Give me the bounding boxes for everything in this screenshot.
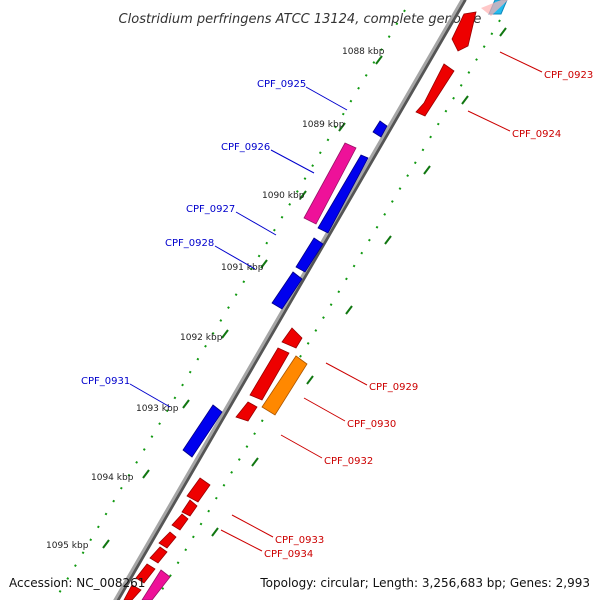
label-CPF_0923[interactable]: CPF_0923: [544, 70, 593, 81]
tick-1095: [102, 539, 110, 549]
connector-CPF_0929: [325, 362, 368, 386]
inner-tick: [384, 235, 392, 245]
tick-labels: 1088 kbp 1089 kbp 1090 kbp 1091 kbp 1092…: [46, 47, 385, 551]
label-CPF_0927[interactable]: CPF_0927: [186, 204, 235, 215]
gene-CPF_0929b[interactable]: [249, 347, 290, 401]
gene-red-small[interactable]: [149, 546, 168, 564]
tick-1089: [338, 122, 346, 132]
connector-CPF_0932: [280, 434, 323, 459]
label-CPF_0934[interactable]: CPF_0934: [264, 549, 313, 560]
inner-dotted-guide: [154, 19, 501, 600]
tick-1092: [221, 329, 229, 339]
kbp-label: 1089 kbp: [302, 120, 345, 130]
genes: [123, 0, 508, 600]
label-CPF_0931[interactable]: CPF_0931: [81, 376, 130, 387]
connector-CPF_0923: [499, 51, 543, 73]
gene-CPF_0932[interactable]: [235, 401, 258, 422]
label-CPF_0930[interactable]: CPF_0930: [347, 419, 396, 430]
tick-marks: [102, 27, 507, 549]
inner-tick: [461, 95, 469, 105]
gene-red-small[interactable]: [181, 499, 198, 517]
gene-CPF_0929[interactable]: [281, 327, 303, 349]
connector-CPF_0927: [235, 211, 277, 236]
outer-dotted-guide: [54, 9, 406, 600]
label-CPF_0929[interactable]: CPF_0929: [369, 382, 418, 393]
label-CPF_0932[interactable]: CPF_0932: [324, 456, 373, 467]
label-CPF_0933[interactable]: CPF_0933: [275, 535, 324, 546]
kbp-label: 1094 kbp: [91, 473, 134, 483]
connector-CPF_0925: [305, 86, 348, 111]
backbone-line: [113, 0, 464, 600]
kbp-label: 1088 kbp: [342, 47, 385, 57]
gene-CPF_0930[interactable]: [261, 355, 308, 416]
gene-red-small[interactable]: [135, 563, 156, 584]
inner-tick: [306, 375, 314, 385]
connector-CPF_0933: [231, 514, 274, 538]
inner-tick: [499, 27, 507, 37]
backbone: [113, 0, 467, 600]
gene-red-small[interactable]: [171, 513, 189, 531]
gene-red-small[interactable]: [123, 584, 142, 600]
inner-tick: [423, 165, 431, 175]
inner-tick: [345, 305, 353, 315]
gene-CPF_0928b[interactable]: [271, 271, 303, 310]
gene-CPF_0926[interactable]: [303, 142, 357, 225]
tick-1094: [142, 469, 150, 479]
label-CPF_0926[interactable]: CPF_0926: [221, 142, 270, 153]
accession-text: Accession: NC_008261: [9, 576, 145, 590]
connector-CPF_0924: [467, 110, 511, 132]
tick-1088: [375, 55, 383, 65]
tick-1091: [260, 259, 268, 269]
gene-magenta-bottom[interactable]: [141, 569, 171, 600]
map-title: Clostridium perfringens ATCC 13124, comp…: [119, 12, 482, 27]
gene-pink-top[interactable]: [481, 0, 508, 16]
inner-tick: [211, 527, 219, 537]
gene-CPF_0931[interactable]: [182, 404, 223, 458]
kbp-label: 1092 kbp: [180, 333, 223, 343]
connector-CPF_0934: [220, 529, 263, 552]
gene-labels: CPF_0925 CPF_0926 CPF_0927 CPF_0928 CPF_…: [81, 70, 593, 560]
dotted-guides: [54, 9, 501, 600]
gene-CPF_0933[interactable]: [186, 477, 211, 503]
connector-CPF_0928: [214, 245, 256, 270]
connector-CPF_0926: [270, 149, 315, 174]
gene-CPF_0928[interactable]: [295, 237, 324, 273]
kbp-label: 1093 kbp: [136, 404, 179, 414]
gene-CPF_0934[interactable]: [158, 531, 177, 549]
gene-CPF_0924[interactable]: [415, 63, 455, 117]
connector-CPF_0931: [129, 383, 171, 408]
label-CPF_0924[interactable]: CPF_0924: [512, 129, 561, 140]
tick-1093: [182, 399, 190, 409]
label-CPF_0925[interactable]: CPF_0925: [257, 79, 306, 90]
gene-CPF_0923[interactable]: [451, 11, 477, 52]
connector-CPF_0930: [303, 397, 346, 422]
kbp-label: 1095 kbp: [46, 541, 89, 551]
genome-summary-text: Topology: circular; Length: 3,256,683 bp…: [259, 576, 590, 590]
gene-CPF_0927[interactable]: [317, 154, 369, 234]
kbp-label: 1090 kbp: [262, 191, 305, 201]
inner-tick: [251, 457, 259, 467]
label-CPF_0928[interactable]: CPF_0928: [165, 238, 214, 249]
kbp-label: 1091 kbp: [221, 263, 264, 273]
backbone-shadow: [114, 0, 467, 600]
tick-1090: [299, 190, 307, 200]
label-connectors: [129, 51, 543, 552]
gene-CPF_0925[interactable]: [372, 120, 388, 138]
